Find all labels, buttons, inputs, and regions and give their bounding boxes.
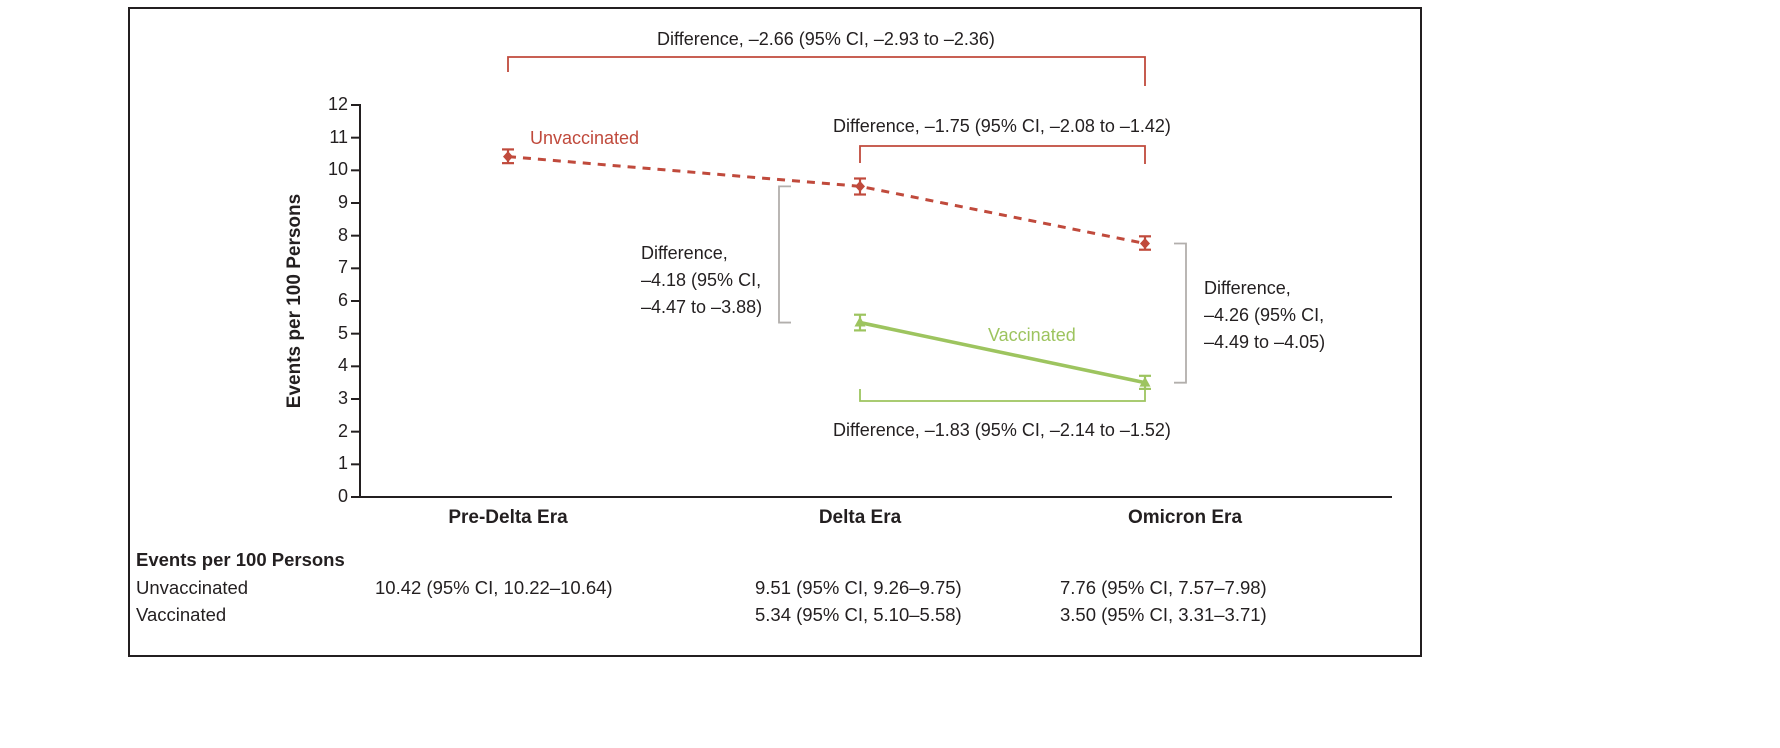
series-label-vaccinated: Vaccinated <box>988 325 1076 345</box>
y-tick-label: 6 <box>337 290 348 310</box>
series-label-unvaccinated: Unvaccinated <box>530 128 640 148</box>
annotation-difference-omicron-unvaccinated-vs-vaccinated: Difference, –4.26 (95% CI, –4.49 to –4.0… <box>1204 278 1326 352</box>
y-tick-label: 9 <box>337 192 348 212</box>
annotation-difference-delta-unvaccinated-vs-vaccinated: Difference, –4.18 (95% CI, –4.47 to –3.8… <box>641 243 763 317</box>
y-tick-label: 4 <box>337 355 348 376</box>
annotation-difference-delta-omicron-unvaccinated: Difference, –1.75 (95% CI, –2.08 to –1.4… <box>833 116 1171 136</box>
y-tick-label: 12 <box>327 94 348 114</box>
table-cell-omicron: 7.76 (95% CI, 7.57–7.98) <box>1060 577 1267 598</box>
y-tick-label: 2 <box>337 420 348 441</box>
table-row-vaccinated: Vaccinated 5.34 (95% CI, 5.10–5.58) 3.50… <box>0 604 1780 630</box>
table-cell-predelta: 10.42 (95% CI, 10.22–10.64) <box>375 577 613 598</box>
y-tick-label: 8 <box>337 224 348 245</box>
table-row-unvaccinated: Unvaccinated 10.42 (95% CI, 10.22–10.64)… <box>0 577 1780 603</box>
y-tick-label: 1 <box>337 453 348 474</box>
x-category-label: Omicron Era <box>1127 507 1243 528</box>
annotation-difference-predelta-omicron-unvaccinated: Difference, –2.66 (95% CI, –2.93 to –2.3… <box>657 29 995 49</box>
y-tick-label: 0 <box>337 486 348 506</box>
table-cell-delta: 9.51 (95% CI, 9.26–9.75) <box>755 577 962 598</box>
y-tick-label: 3 <box>337 388 348 408</box>
y-tick-label: 10 <box>327 159 348 180</box>
figure-border <box>128 7 1422 657</box>
x-category-label: Delta Era <box>818 507 902 528</box>
table-cell-omicron: 3.50 (95% CI, 3.31–3.71) <box>1060 604 1267 625</box>
table-header: Events per 100 Persons <box>136 549 345 570</box>
y-tick-label: 5 <box>337 322 348 343</box>
annotation-difference-delta-omicron-vaccinated: Difference, –1.83 (95% CI, –2.14 to –1.5… <box>833 420 1171 440</box>
y-tick-label: 11 <box>329 126 348 147</box>
table-row-label: Unvaccinated <box>136 577 249 598</box>
table-row-label: Vaccinated <box>136 604 227 625</box>
table-cell-delta: 5.34 (95% CI, 5.10–5.58) <box>755 604 962 625</box>
x-category-label: Pre-Delta Era <box>448 507 568 528</box>
y-tick-label: 7 <box>337 257 348 278</box>
